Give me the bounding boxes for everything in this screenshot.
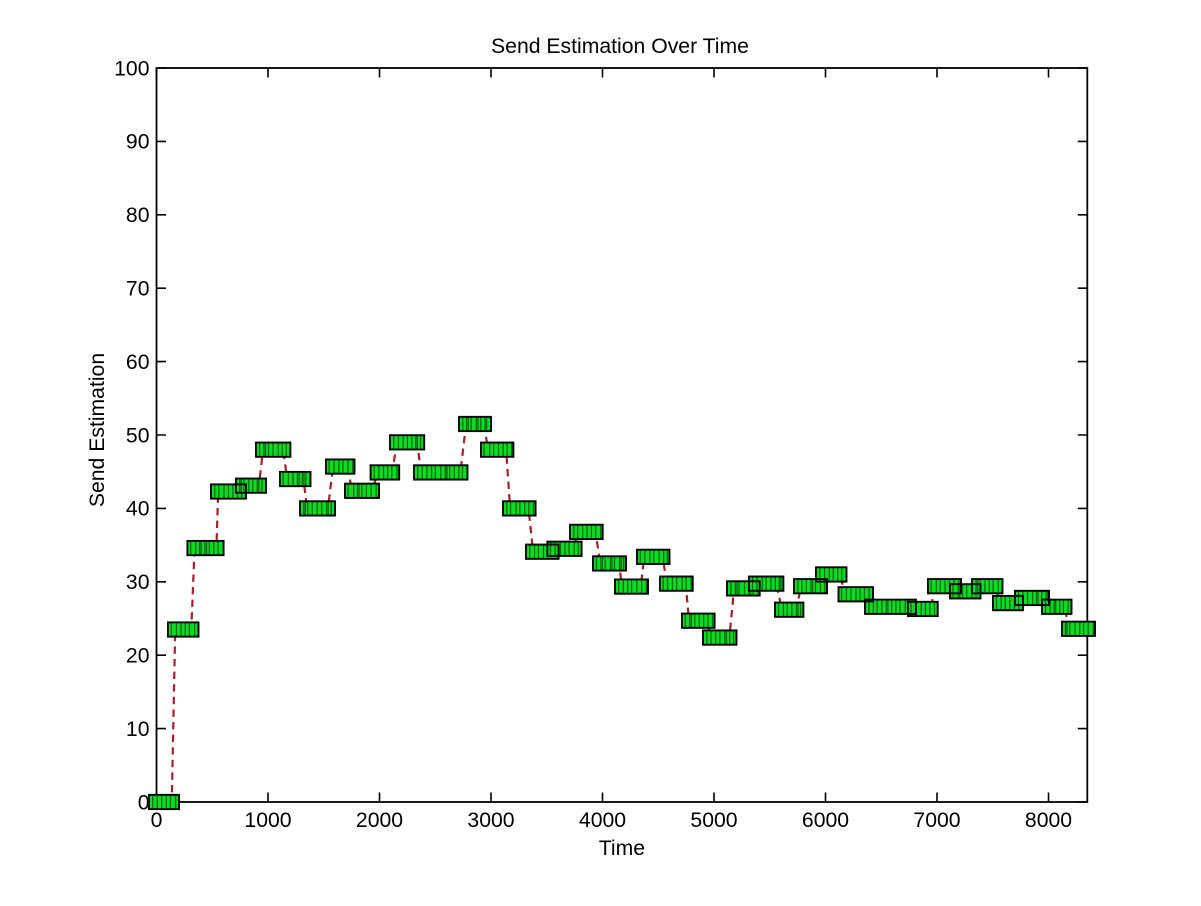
svg-text:0: 0 [151, 809, 163, 832]
svg-text:7000: 7000 [913, 809, 960, 832]
svg-text:1000: 1000 [244, 809, 291, 832]
svg-text:Send Estimation Over Time: Send Estimation Over Time [491, 35, 749, 58]
svg-text:5000: 5000 [690, 809, 737, 832]
svg-text:8000: 8000 [1025, 809, 1072, 832]
svg-text:0: 0 [138, 791, 150, 814]
svg-text:80: 80 [126, 204, 150, 227]
svg-text:Send Estimation: Send Estimation [86, 353, 109, 507]
svg-text:20: 20 [126, 645, 150, 668]
svg-text:100: 100 [114, 57, 149, 80]
svg-text:40: 40 [126, 498, 150, 521]
svg-text:2000: 2000 [356, 809, 403, 832]
svg-text:60: 60 [126, 351, 150, 374]
svg-text:Time: Time [599, 837, 645, 860]
svg-text:4000: 4000 [579, 809, 626, 832]
svg-text:10: 10 [126, 718, 150, 741]
svg-text:30: 30 [126, 571, 150, 594]
svg-text:90: 90 [126, 131, 150, 154]
svg-text:3000: 3000 [467, 809, 514, 832]
svg-text:50: 50 [126, 424, 150, 447]
svg-text:6000: 6000 [802, 809, 849, 832]
svg-text:70: 70 [126, 278, 150, 301]
